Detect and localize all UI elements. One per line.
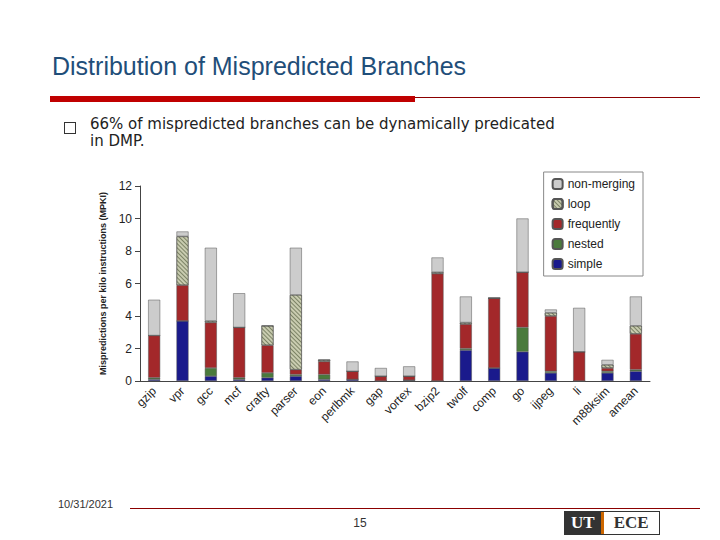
svg-text:vortex: vortex: [381, 384, 414, 417]
svg-text:mcf: mcf: [221, 384, 245, 408]
html-text:UT: UT: [571, 513, 595, 532]
html-text:Distribution of Mispredicted B: Distribution of Mispredicted Branches: [52, 52, 467, 80]
svg-text:twolf: twolf: [443, 384, 471, 412]
svg-text:6: 6: [125, 277, 132, 291]
svg-text:gcc: gcc: [193, 384, 216, 407]
svg-text:loop: loop: [568, 197, 591, 211]
svg-text:gzip: gzip: [134, 384, 160, 410]
svg-text:nested: nested: [568, 237, 604, 251]
svg-text:m88ksim: m88ksim: [569, 384, 613, 428]
svg-text:simple: simple: [568, 257, 603, 271]
svg-text:amean: amean: [605, 384, 641, 420]
svg-text:8: 8: [125, 244, 132, 258]
svg-text:4: 4: [125, 309, 132, 323]
svg-text:parser: parser: [267, 384, 301, 418]
html-text:ECE: ECE: [613, 513, 649, 532]
svg-text:frequently: frequently: [568, 217, 621, 231]
svg-text:go: go: [508, 384, 528, 404]
svg-text:vpr: vpr: [166, 384, 188, 406]
svg-text:bzip2: bzip2: [412, 384, 442, 414]
svg-text:10: 10: [119, 212, 133, 226]
svg-text:eon: eon: [305, 384, 329, 408]
html-text:66% of mispredicted branches c: 66% of mispredicted branches can be dyna…: [90, 115, 555, 150]
svg-text:comp: comp: [468, 384, 499, 415]
svg-text:gap: gap: [362, 384, 386, 408]
svg-text:perlbmk: perlbmk: [317, 383, 358, 424]
svg-text:non-merging: non-merging: [568, 177, 635, 191]
svg-text:0: 0: [125, 374, 132, 388]
svg-text:ijpeg: ijpeg: [528, 384, 556, 412]
html-text:10/31/2021: 10/31/2021: [58, 498, 114, 510]
html-text:15: 15: [353, 516, 367, 530]
svg-text:12: 12: [119, 179, 133, 193]
svg-text:2: 2: [125, 342, 132, 356]
svg-text:li: li: [570, 384, 584, 398]
svg-text:crafty: crafty: [241, 384, 273, 415]
svg-text:Mispredictions per kilo instru: Mispredictions per kilo instructions (MP…: [98, 192, 108, 375]
